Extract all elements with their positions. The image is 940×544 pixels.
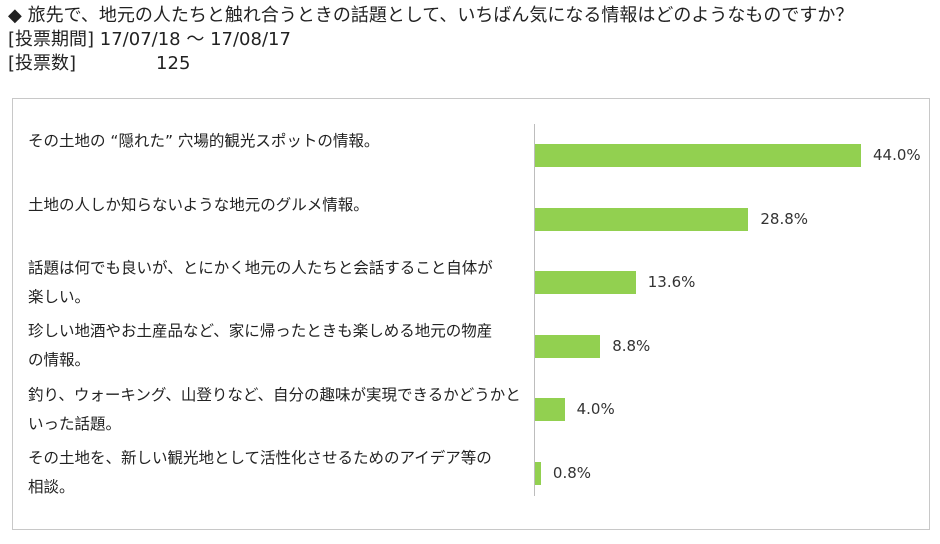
category-label-line: 話題は何でも良いが、とにかく地元の人たちと会話すること自体が: [28, 258, 493, 277]
data-label: 13.6%: [647, 273, 696, 292]
chart-panel: [12, 98, 930, 530]
data-label: 28.8%: [760, 209, 809, 228]
category-label-line: 珍しい地酒やお土産品など、家に帰ったときも楽しめる地元の物産: [28, 322, 493, 341]
category-label-line: いった話題。: [28, 414, 122, 433]
category-label-line: 楽しい。: [28, 287, 91, 306]
survey-question: ◆ 旅先で、地元の人たちと触れ合うときの話題として、いちばん気になる情報はどのよ…: [8, 5, 854, 26]
bar: [535, 461, 541, 485]
category-label-line: その土地を、新しい観光地として活性化させるためのアイデア等の: [28, 449, 492, 468]
voting-period-value: 17/07/18 ～ 17/08/17: [99, 29, 291, 50]
bar: [535, 334, 601, 358]
category-label-line: その土地の “隠れた” 穴場的観光スポットの情報。: [28, 132, 380, 151]
category-axis: [534, 124, 535, 496]
data-label: 4.0%: [576, 400, 615, 419]
vote-count-value: 125: [156, 53, 191, 74]
category-label-line: の情報。: [28, 351, 91, 370]
voting-period: [投票期間] 17/07/18 ～ 17/08/17: [8, 28, 853, 52]
header: ◆ 旅先で、地元の人たちと触れ合うときの話題として、いちばん気になる情報はどのよ…: [8, 4, 853, 76]
category-label: 話題は何でも良いが、とにかく地元の人たちと会話すること自体が 楽しい。: [28, 254, 526, 312]
vote-count-label: [投票数]: [8, 53, 77, 74]
vote-count: [投票数] 125: [8, 52, 853, 76]
voting-period-label: [投票期間]: [8, 29, 95, 50]
data-label: 0.8%: [552, 463, 592, 482]
category-label-line: 土地の人しか知らないような地元のグルメ情報。: [28, 195, 369, 214]
bar: [535, 271, 636, 295]
category-label-line: 相談。: [28, 478, 75, 497]
bar: [535, 207, 749, 231]
category-label: その土地を、新しい観光地として活性化させるためのアイデア等の 相談。: [28, 444, 526, 502]
bar: [535, 144, 861, 168]
category-label: 珍しい地酒やお土産品など、家に帰ったときも楽しめる地元の物産 の情報。: [28, 317, 526, 375]
category-label: その土地の “隠れた” 穴場的観光スポットの情報。: [28, 127, 526, 156]
bar: [535, 398, 565, 422]
data-label: 8.8%: [612, 336, 651, 355]
data-label: 44.0%: [873, 146, 921, 165]
category-label: 釣り、ウォーキング、山登りなど、自分の趣味が実現できるかどうかと いった話題。: [28, 381, 526, 439]
category-label-line: 釣り、ウォーキング、山登りなど、自分の趣味が実現できるかどうかと: [28, 385, 521, 404]
category-label: 土地の人しか知らないような地元のグルメ情報。: [28, 191, 526, 220]
